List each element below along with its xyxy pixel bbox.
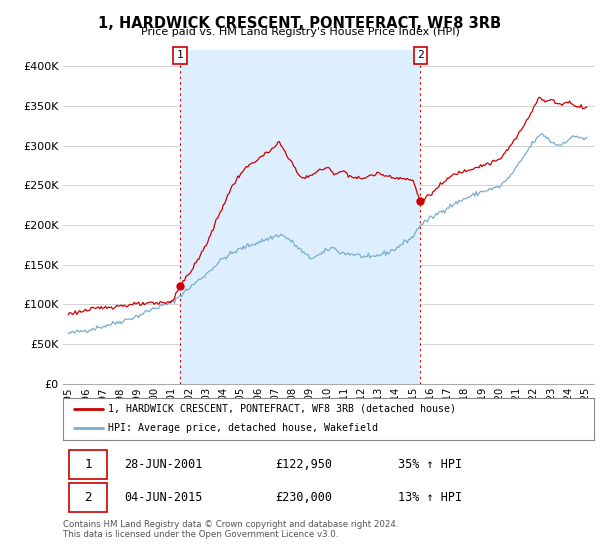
FancyBboxPatch shape [70,450,107,479]
Text: 1, HARDWICK CRESCENT, PONTEFRACT, WF8 3RB (detached house): 1, HARDWICK CRESCENT, PONTEFRACT, WF8 3R… [108,404,456,414]
Text: 04-JUN-2015: 04-JUN-2015 [124,491,202,505]
Text: 1: 1 [84,458,92,472]
Text: HPI: Average price, detached house, Wakefield: HPI: Average price, detached house, Wake… [108,423,378,433]
Text: 2: 2 [417,50,424,60]
FancyBboxPatch shape [70,483,107,512]
Text: 1: 1 [176,50,184,60]
Text: 35% ↑ HPI: 35% ↑ HPI [398,458,461,472]
Text: Contains HM Land Registry data © Crown copyright and database right 2024.
This d: Contains HM Land Registry data © Crown c… [63,520,398,539]
Text: Price paid vs. HM Land Registry's House Price Index (HPI): Price paid vs. HM Land Registry's House … [140,27,460,38]
Text: 13% ↑ HPI: 13% ↑ HPI [398,491,461,505]
Text: 1, HARDWICK CRESCENT, PONTEFRACT, WF8 3RB: 1, HARDWICK CRESCENT, PONTEFRACT, WF8 3R… [98,16,502,31]
Bar [180,50,420,384]
Text: £122,950: £122,950 [275,458,332,472]
Text: 2: 2 [84,491,92,505]
Text: £230,000: £230,000 [275,491,332,505]
Text: 28-JUN-2001: 28-JUN-2001 [124,458,202,472]
